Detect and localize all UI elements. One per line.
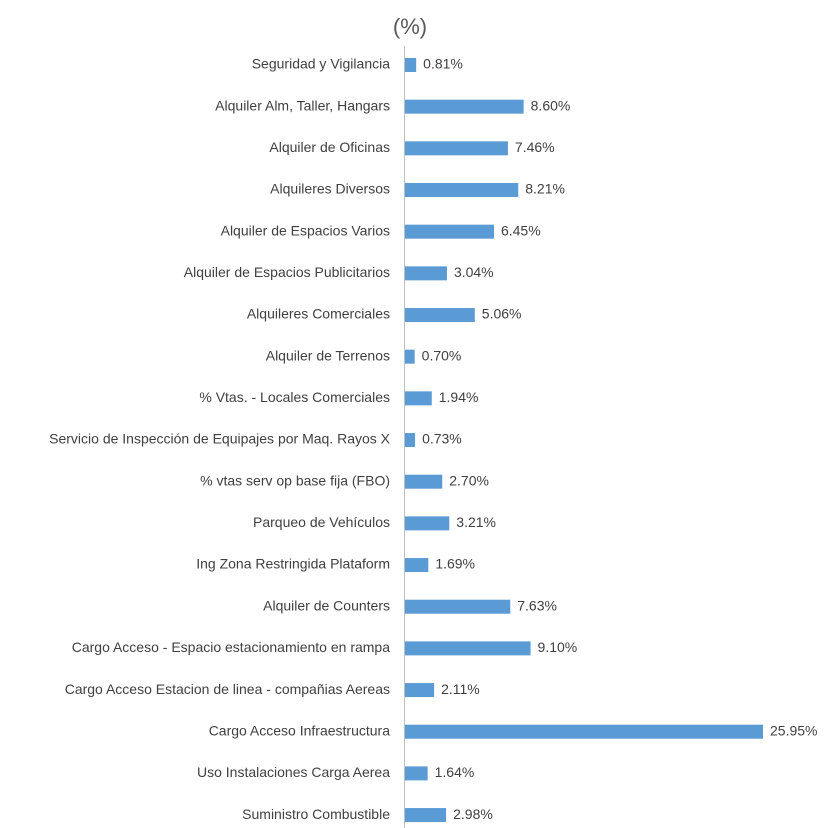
category-label: Uso Instalaciones Carga Aerea [197,764,390,780]
bar [405,683,435,698]
category-label: Cargo Acceso Infraestructura [209,722,391,738]
category-label: Alquiler Alm, Taller, Hangars [215,97,390,113]
category-label: Alquiler de Terrenos [266,347,390,363]
value-label: 3.21% [456,514,496,530]
category-label: Alquiler de Espacios Varios [221,222,390,238]
value-label: 8.21% [525,181,565,197]
category-label: Alquiler de Counters [263,597,390,613]
category-label: % vtas serv op base fija (FBO) [200,472,390,488]
category-label: Alquiler de Espacios Publicitarios [184,264,390,280]
bar [405,58,417,72]
bar [405,224,494,239]
value-label: 2.70% [449,472,489,488]
bar [405,474,443,489]
bar [405,599,511,614]
value-label: 0.70% [422,347,462,363]
category-label: Suministro Combustible [242,806,390,822]
value-label: 7.63% [517,597,557,613]
bar [405,433,416,448]
bar [405,724,763,739]
value-label: 3.04% [454,264,494,280]
bar [405,141,508,156]
bar [405,558,429,573]
category-label: Seguridad y Vigilancia [252,56,390,72]
value-label: 1.94% [439,389,479,405]
chart-title: (%) [393,14,427,39]
value-label: 0.73% [422,431,462,447]
value-label: 25.95% [770,722,817,738]
bar [405,391,432,406]
category-label: Alquileres Comerciales [247,306,390,322]
bar [405,266,447,281]
category-label: Alquiler de Oficinas [269,139,390,155]
category-label: Cargo Acceso - Espacio estacionamiento e… [72,639,390,655]
category-label: Alquileres Diversos [270,181,390,197]
value-label: 5.06% [482,306,522,322]
bar [405,183,519,198]
bar [405,516,450,531]
value-label: 2.98% [453,806,493,822]
bar [405,808,447,823]
value-label: 9.10% [538,639,578,655]
value-label: 1.69% [435,556,475,572]
bar [405,641,531,656]
category-label: % Vtas. - Locales Comerciales [199,389,390,405]
value-label: 0.81% [423,56,463,72]
value-label: 1.64% [435,764,475,780]
bar [405,308,475,323]
value-label: 6.45% [501,222,541,238]
bar [405,99,524,114]
value-label: 7.46% [515,139,555,155]
value-label: 8.60% [531,97,571,113]
category-label: Cargo Acceso Estacion de linea - compañi… [65,681,390,697]
bar [405,349,415,364]
category-label: Ing Zona Restringida Plataform [196,556,390,572]
bar [405,766,428,781]
category-label: Parqueo de Vehículos [253,514,390,530]
category-label: Servicio de Inspección de Equipajes por … [49,431,391,447]
value-label: 2.11% [441,681,480,697]
